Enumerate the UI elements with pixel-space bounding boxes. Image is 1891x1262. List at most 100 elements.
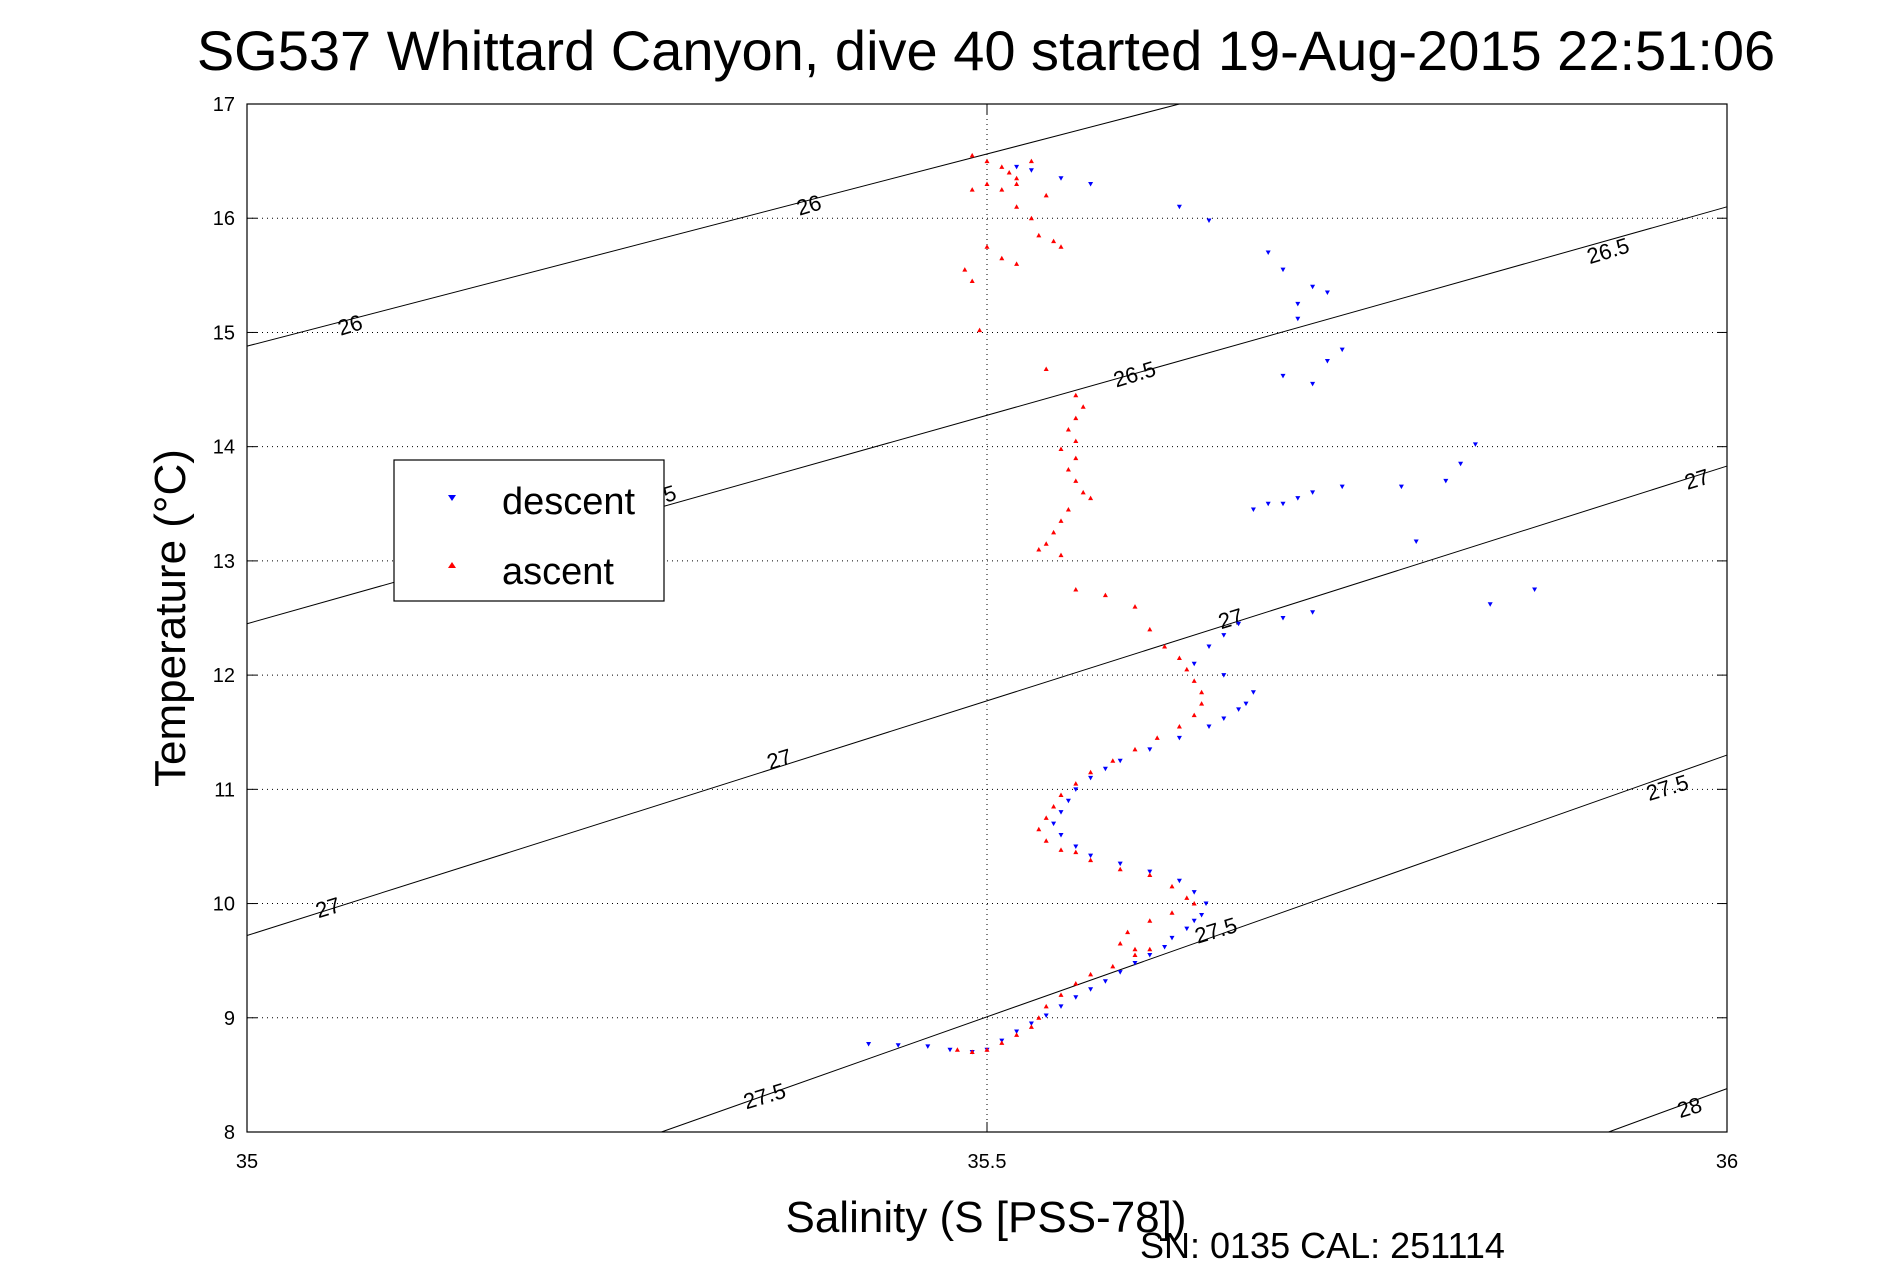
- ascent-point: [1184, 895, 1190, 900]
- density-contour-26: [246, 103, 1180, 347]
- descent-point: [1117, 970, 1123, 975]
- descent-point: [1532, 587, 1538, 592]
- ascent-point: [1191, 678, 1197, 683]
- ascent-point: [1176, 724, 1182, 729]
- ascent-point: [984, 181, 990, 186]
- descent-point: [1324, 359, 1330, 364]
- ascent-point: [1102, 592, 1108, 598]
- ascent-point: [984, 244, 990, 249]
- descent-point: [1203, 901, 1209, 907]
- descent-point: [1295, 301, 1301, 307]
- serial-calibration-note: SN: 0135 CAL: 251114: [1140, 1225, 1505, 1262]
- ascent-point: [1051, 238, 1057, 244]
- density-contour-28: [1608, 1088, 1728, 1133]
- ascent-point: [1006, 170, 1012, 175]
- ascent-point: [1199, 701, 1205, 706]
- descent-point: [1051, 821, 1057, 827]
- ascent-point: [1043, 541, 1049, 546]
- ascent-point: [1154, 735, 1160, 740]
- descent-point: [1443, 478, 1449, 484]
- ascent-point: [1073, 849, 1079, 855]
- descent-point: [1176, 735, 1182, 741]
- descent-point: [1265, 501, 1271, 507]
- ascent-point: [1058, 847, 1064, 852]
- ascent-point: [1073, 455, 1079, 461]
- ascent-point: [1014, 204, 1020, 209]
- ascent-point: [1191, 712, 1197, 718]
- ascent-point: [1088, 495, 1094, 501]
- ascent-point: [1028, 215, 1034, 221]
- legend-descent-marker: [448, 495, 456, 501]
- descent-point: [1487, 602, 1493, 607]
- x-axis-label: Salinity (S [PSS-78]): [785, 1193, 1186, 1242]
- y-tick-label: 16: [213, 208, 235, 230]
- descent-point: [1014, 164, 1020, 170]
- legend: descent ascent: [393, 459, 665, 602]
- ascent-point: [1184, 666, 1190, 672]
- ascent-point: [1073, 981, 1079, 986]
- ascent-point: [1088, 971, 1094, 977]
- ascent-point: [1073, 586, 1079, 592]
- descent-point: [1199, 912, 1205, 918]
- descent-point: [1058, 833, 1064, 838]
- descent-point: [1073, 995, 1079, 1000]
- descent-point: [1162, 944, 1168, 950]
- ascent-point: [1176, 655, 1182, 660]
- ascent-point: [1191, 901, 1197, 906]
- descent-point: [1102, 766, 1108, 772]
- descent-point: [1028, 1021, 1034, 1026]
- ascent-point: [1051, 529, 1057, 535]
- ascent-point: [1132, 746, 1138, 752]
- ascent-point: [1058, 792, 1064, 798]
- ascent-point: [1080, 404, 1086, 409]
- ascent-point: [977, 327, 983, 333]
- axis-ticks: 35 35.5 36 8 9 10 11 12 13 14 15 16 17: [213, 94, 1738, 1173]
- descent-point: [1295, 316, 1301, 322]
- ascent-point: [999, 164, 1005, 169]
- ascent-point: [1014, 181, 1020, 186]
- descent-point: [1310, 381, 1316, 387]
- y-tick-label: 9: [224, 1008, 235, 1030]
- legend-box: [393, 459, 665, 602]
- ascent-point: [1014, 1032, 1020, 1037]
- descent-point: [1458, 461, 1464, 467]
- ascent-point: [1014, 175, 1020, 181]
- ascent-point: [1043, 815, 1049, 820]
- ascent-point: [1058, 992, 1064, 997]
- descent-point: [1058, 1004, 1064, 1009]
- descent-point: [1472, 442, 1478, 447]
- ascent-point: [1036, 546, 1042, 552]
- ascent-point: [1110, 963, 1116, 969]
- legend-ascent-marker: [448, 562, 456, 568]
- ascent-point: [1043, 1003, 1049, 1009]
- x-tick-label: 35.5: [968, 1151, 1007, 1173]
- descent-point: [1339, 484, 1345, 490]
- descent-point: [1324, 290, 1330, 295]
- descent-point: [866, 1042, 872, 1047]
- descent-point: [1147, 869, 1153, 875]
- descent-point: [1088, 987, 1094, 992]
- ascent-point: [1169, 883, 1175, 889]
- descent-point: [1221, 673, 1227, 678]
- ascent-point: [1058, 552, 1064, 558]
- descent-point: [1147, 952, 1153, 958]
- ascent-point: [999, 255, 1005, 261]
- legend-descent-label: descent: [502, 481, 636, 523]
- ascent-point: [1147, 946, 1153, 952]
- x-tick-label: 36: [1716, 1151, 1738, 1173]
- descent-point: [1221, 716, 1227, 722]
- descent-point: [1088, 775, 1094, 781]
- ascent-point: [1147, 918, 1153, 923]
- ascent-point: [1110, 758, 1116, 763]
- ascent-point: [1162, 644, 1168, 649]
- ascent-point: [1117, 866, 1123, 872]
- descent-point: [1310, 610, 1316, 615]
- descent-point: [1236, 707, 1242, 712]
- descent-point: [1243, 701, 1249, 707]
- ascent-point: [1058, 518, 1064, 523]
- descent-point: [1280, 267, 1286, 273]
- descent-point: [1280, 616, 1286, 621]
- descent-point: [1176, 878, 1182, 884]
- y-tick-label: 13: [213, 551, 235, 573]
